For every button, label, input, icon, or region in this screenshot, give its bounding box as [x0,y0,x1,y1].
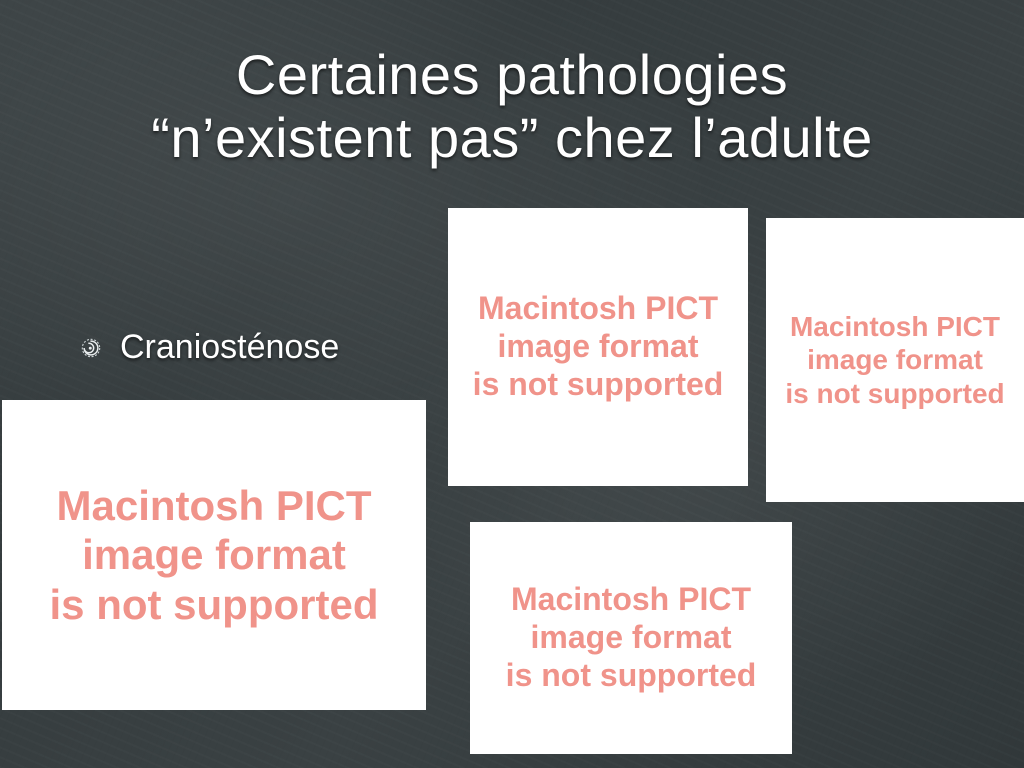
pict-placeholder: Macintosh PICTimage formatis not support… [448,208,748,486]
title-line-2: “n’existent pas” chez l’adulte [151,106,873,169]
pict-placeholder: Macintosh PICTimage formatis not support… [766,218,1024,502]
pict-msg-line: is not supported [473,366,724,404]
swirl-bullet-icon [80,337,102,359]
pict-msg-line: is not supported [506,657,757,695]
pict-msg-line: image format [82,530,346,580]
pict-msg-line: Macintosh PICT [478,290,718,328]
slide-title: Certaines pathologies “n’existent pas” c… [0,44,1024,169]
pict-msg-line: is not supported [50,580,379,630]
bullet-item: Craniosténose [80,328,339,367]
pict-placeholder: Macintosh PICTimage formatis not support… [470,522,792,754]
slide-chalkboard: Certaines pathologies “n’existent pas” c… [0,0,1024,768]
pict-msg-line: image format [531,619,732,657]
pict-placeholder: Macintosh PICTimage formatis not support… [2,400,426,710]
pict-msg-line: Macintosh PICT [511,581,751,619]
bullet-text: Craniosténose [120,328,339,367]
pict-msg-line: image format [498,328,699,366]
pict-msg-line: Macintosh PICT [790,310,1000,343]
title-line-1: Certaines pathologies [236,43,788,106]
pict-msg-line: is not supported [785,377,1004,410]
pict-msg-line: image format [807,343,983,376]
pict-msg-line: Macintosh PICT [56,481,371,531]
